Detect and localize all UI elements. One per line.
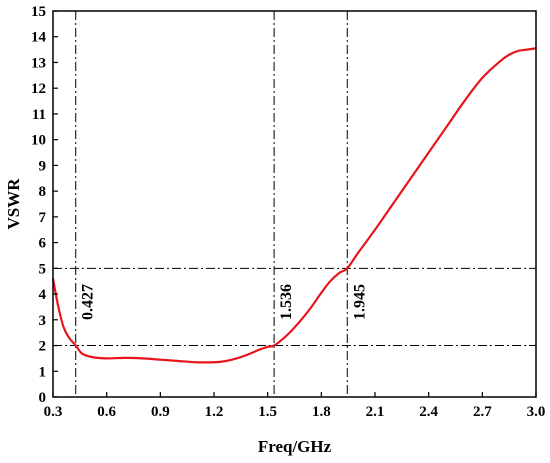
y-tick-label: 7 <box>39 210 47 226</box>
y-tick-label: 12 <box>31 81 46 97</box>
y-tick-label: 11 <box>32 107 46 123</box>
x-tick-label: 1.5 <box>258 404 277 420</box>
y-tick-label: 1 <box>39 364 47 380</box>
axis-ticks <box>52 10 537 398</box>
x-tick-label: 0.9 <box>151 404 170 420</box>
y-tick-label: 9 <box>39 158 47 174</box>
x-tick-label: 0.3 <box>44 404 63 420</box>
series-line-0 <box>51 47 537 364</box>
freq-annotation: 1.945 <box>351 284 368 320</box>
series-layer <box>51 47 537 364</box>
y-tick-label: 0 <box>39 390 47 406</box>
y-tick-label: 10 <box>31 133 46 149</box>
y-tick-label: 4 <box>39 287 47 303</box>
y-tick-label: 5 <box>39 261 47 277</box>
y-tick-label: 3 <box>39 313 47 329</box>
plot-frame <box>52 10 537 398</box>
y-tick-label: 13 <box>31 55 46 71</box>
y-tick-label: 6 <box>39 236 47 252</box>
y-tick-label: 8 <box>39 184 47 200</box>
x-tick-label: 1.2 <box>205 404 224 420</box>
marker-annotations: 0.427 1.536 1.945 <box>80 284 369 320</box>
x-tick-label: 3.0 <box>527 404 546 420</box>
reference-lines <box>53 11 536 397</box>
x-axis-title: Freq/GHz <box>258 437 332 456</box>
y-tick-label: 14 <box>31 30 47 46</box>
y-tick-label: 15 <box>31 4 46 20</box>
freq-annotation: 1.536 <box>278 284 295 320</box>
x-tick-label: 1.8 <box>312 404 331 420</box>
tick-labels: 0.3 0.6 0.9 1.2 1.5 1.8 2.1 2.4 2.7 3.00123456789… <box>31 4 545 420</box>
freq-annotation: 0.427 <box>80 284 97 320</box>
x-tick-label: 2.4 <box>419 404 438 420</box>
x-tick-label: 0.6 <box>97 404 116 420</box>
x-tick-label: 2.7 <box>473 404 492 420</box>
y-axis-title: VSWR <box>4 178 23 230</box>
y-tick-label: 2 <box>39 339 47 355</box>
x-tick-label: 2.1 <box>366 404 385 420</box>
